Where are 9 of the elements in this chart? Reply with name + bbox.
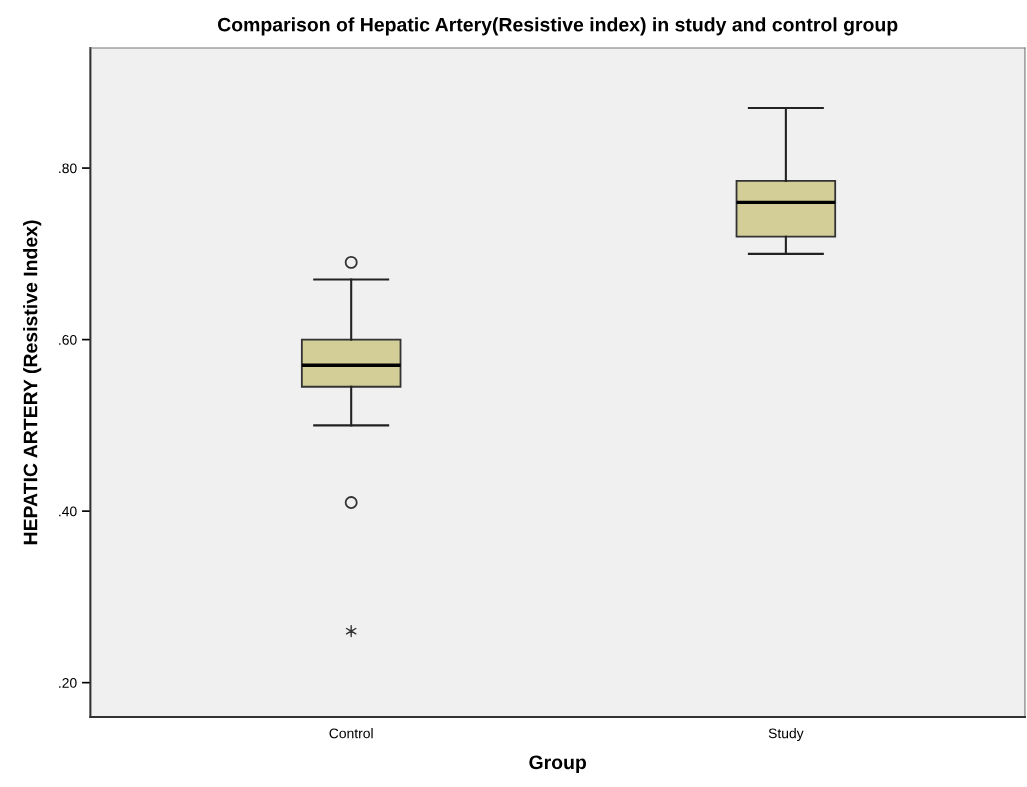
x-tick-label: Control <box>329 728 373 739</box>
y-tick-label: .80 <box>59 163 77 174</box>
x-axis-title: Group <box>529 755 587 774</box>
y-axis-title: HEPATIC ARTERY (Resistive Index) <box>23 220 42 545</box>
y-tick-label: .60 <box>59 334 77 345</box>
y-tick-label: .40 <box>59 506 77 517</box>
y-tick-label: .20 <box>59 677 77 688</box>
chart-title: Comparison of Hepatic Artery(Resistive index) in study and control group <box>217 17 898 36</box>
x-tick-label: Study <box>768 728 804 742</box>
